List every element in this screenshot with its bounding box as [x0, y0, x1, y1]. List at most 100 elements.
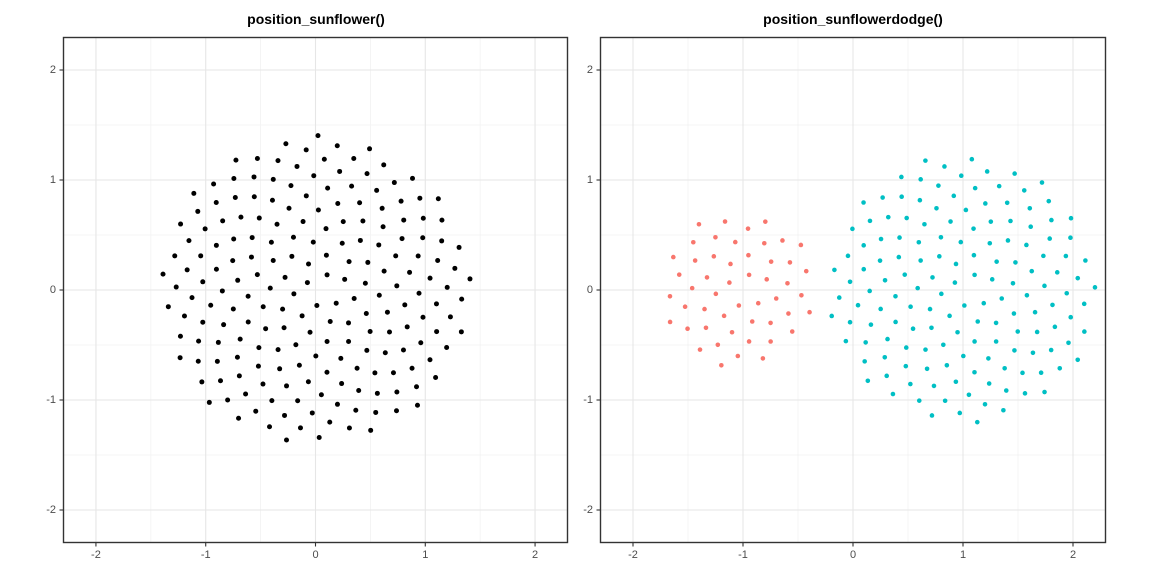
- data-point-all-points: [338, 355, 344, 361]
- data-point-all-points: [243, 391, 249, 397]
- data-point-group-2: [923, 158, 928, 163]
- data-point-group-2: [902, 272, 908, 277]
- data-point-group-1: [807, 309, 812, 315]
- data-point-all-points: [418, 340, 424, 346]
- data-point-group-1: [803, 268, 809, 274]
- data-point-all-points: [380, 224, 386, 230]
- data-point-group-2: [1034, 329, 1040, 335]
- data-point-all-points: [433, 301, 439, 307]
- data-point-all-points: [324, 338, 330, 344]
- data-point-group-2: [1027, 206, 1033, 211]
- data-point-group-2: [1010, 280, 1016, 286]
- plot-panel-sunflower: -2 -1 0 1 2 -2 -1 0 1 2: [46, 36, 569, 561]
- data-point-group-2: [917, 197, 923, 203]
- data-point-group-1: [745, 226, 751, 231]
- scatter-plot-svg: [596, 36, 1107, 547]
- data-point-all-points: [263, 326, 269, 332]
- data-point-group-1: [727, 280, 732, 285]
- data-point-all-points: [390, 370, 396, 376]
- data-point-all-points: [245, 293, 251, 299]
- data-point-all-points: [324, 369, 330, 375]
- data-point-all-points: [364, 171, 370, 177]
- data-point-group-2: [878, 236, 884, 242]
- data-point-group-2: [1015, 329, 1021, 334]
- data-point-all-points: [353, 407, 359, 413]
- data-point-all-points: [172, 253, 178, 259]
- y-tick-label: 2: [49, 63, 56, 76]
- data-point-all-points: [251, 174, 257, 180]
- data-point-group-2: [1020, 370, 1025, 376]
- data-point-group-2: [934, 205, 939, 211]
- data-point-all-points: [231, 176, 237, 182]
- data-point-all-points: [280, 306, 286, 312]
- data-point-group-2: [1075, 357, 1081, 363]
- y-tick-label: 0: [586, 283, 593, 296]
- data-point-group-2: [1038, 370, 1044, 376]
- data-point-group-2: [1057, 365, 1063, 371]
- y-tick-label: 2: [586, 63, 593, 76]
- data-point-group-2: [986, 356, 991, 361]
- data-point-group-1: [715, 342, 721, 348]
- data-point-all-points: [327, 319, 333, 325]
- data-point-group-2: [1064, 290, 1070, 296]
- data-point-group-2: [918, 177, 923, 182]
- data-point-all-points: [306, 261, 312, 267]
- data-point-group-2: [855, 302, 861, 308]
- data-point-group-2: [1032, 309, 1038, 315]
- data-point-group-2: [893, 319, 898, 325]
- data-point-group-1: [703, 325, 709, 331]
- data-point-group-2: [972, 369, 977, 375]
- data-point-all-points: [254, 272, 260, 278]
- data-point-group-2: [903, 345, 909, 350]
- data-point-all-points: [334, 401, 340, 407]
- data-point-all-points: [256, 215, 262, 221]
- data-point-group-2: [1012, 348, 1017, 353]
- data-point-all-points: [401, 217, 407, 223]
- data-point-group-2: [942, 164, 947, 169]
- data-point-group-2: [1066, 340, 1071, 346]
- data-point-all-points: [160, 271, 166, 277]
- data-point-all-points: [387, 329, 392, 335]
- data-point-all-points: [270, 176, 276, 182]
- data-point-all-points: [191, 190, 197, 196]
- data-point-all-points: [368, 427, 374, 433]
- data-point-group-1: [711, 254, 717, 259]
- data-point-group-2: [885, 214, 891, 220]
- data-point-group-1: [689, 285, 695, 291]
- data-point-all-points: [365, 259, 371, 265]
- data-point-all-points: [323, 252, 329, 258]
- data-point-all-points: [323, 226, 329, 232]
- data-point-all-points: [427, 275, 433, 281]
- data-point-all-points: [346, 425, 352, 431]
- panel-border: [62, 36, 569, 544]
- data-point-all-points: [339, 240, 345, 246]
- data-point-all-points: [362, 280, 368, 286]
- data-point-all-points: [459, 296, 465, 302]
- data-point-all-points: [334, 143, 340, 149]
- data-point-all-points: [195, 358, 201, 364]
- data-point-all-points: [206, 399, 212, 405]
- data-point-all-points: [444, 345, 450, 351]
- plot-title-sunflower: position_sunflower(): [247, 11, 385, 27]
- data-point-group-2: [908, 304, 913, 310]
- data-point-all-points: [293, 342, 299, 348]
- data-point-group-1: [696, 221, 702, 227]
- data-point-group-2: [951, 193, 957, 199]
- data-point-group-2: [972, 272, 977, 278]
- data-point-all-points: [467, 276, 473, 282]
- data-point-all-points: [256, 345, 262, 351]
- data-point-group-1: [692, 258, 698, 263]
- data-point-group-2: [904, 215, 909, 221]
- data-point-all-points: [231, 236, 237, 242]
- data-point-all-points: [221, 322, 227, 328]
- data-point-group-1: [746, 252, 751, 258]
- data-point-group-2: [1013, 260, 1018, 265]
- data-point-all-points: [237, 336, 243, 342]
- data-point-all-points: [351, 296, 357, 302]
- data-point-group-1: [736, 303, 742, 308]
- data-point-group-2: [938, 234, 944, 240]
- data-point-group-2: [850, 226, 855, 232]
- data-point-group-2: [1083, 258, 1088, 263]
- data-point-all-points: [288, 183, 294, 189]
- data-point-group-1: [667, 319, 673, 325]
